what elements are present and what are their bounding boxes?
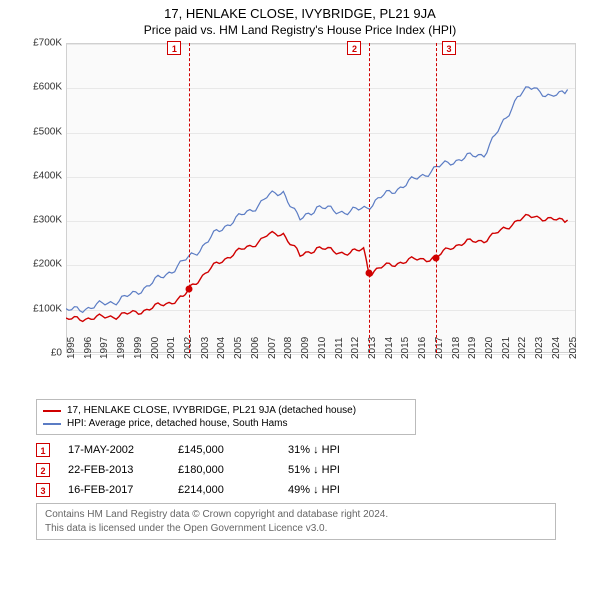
sale-marker-line [436, 43, 437, 353]
chart-container: 17, HENLAKE CLOSE, IVYBRIDGE, PL21 9JA P… [0, 0, 600, 590]
title-block: 17, HENLAKE CLOSE, IVYBRIDGE, PL21 9JA P… [0, 0, 600, 39]
x-axis-tick-label: 2010 [317, 337, 328, 359]
x-axis-tick-label: 1997 [99, 337, 110, 359]
footer-line: Contains HM Land Registry data © Crown c… [45, 508, 547, 522]
sale-marker-line [369, 43, 370, 353]
legend-item: 17, HENLAKE CLOSE, IVYBRIDGE, PL21 9JA (… [43, 404, 409, 417]
y-axis-tick-label: £0 [51, 348, 62, 359]
x-axis-tick-label: 2024 [551, 337, 562, 359]
x-axis-tick-label: 2025 [568, 337, 579, 359]
legend-swatch [43, 423, 61, 425]
x-axis-tick-label: 2020 [484, 337, 495, 359]
x-axis-tick-label: 2014 [384, 337, 395, 359]
x-axis-tick-label: 2021 [501, 337, 512, 359]
x-axis-tick-label: 2003 [200, 337, 211, 359]
x-axis-tick-label: 1995 [66, 337, 77, 359]
y-axis-tick-label: £400K [33, 170, 62, 181]
sale-events: 1 17-MAY-2002£145,00031% ↓ HPI 2 22-FEB-201… [36, 443, 600, 497]
y-axis-tick-label: £100K [33, 303, 62, 314]
x-axis-tick-label: 1999 [133, 337, 144, 359]
legend-item: HPI: Average price, detached house, Sout… [43, 417, 409, 430]
x-axis-tick-label: 2000 [150, 337, 161, 359]
chart-lines [66, 43, 576, 353]
legend-swatch [43, 410, 61, 412]
x-axis-tick-label: 2016 [417, 337, 428, 359]
chart-area: £0£100K£200K£300K£400K£500K£600K£700K 19… [18, 43, 588, 393]
x-axis-tick-label: 2022 [517, 337, 528, 359]
event-price: £145,000 [178, 444, 288, 456]
legend: 17, HENLAKE CLOSE, IVYBRIDGE, PL21 9JA (… [36, 399, 416, 435]
event-hpi-diff: 51% ↓ HPI [288, 464, 378, 476]
chart-title: 17, HENLAKE CLOSE, IVYBRIDGE, PL21 9JA [0, 6, 600, 21]
y-axis-tick-label: £200K [33, 259, 62, 270]
sale-marker-dot [366, 270, 373, 277]
sale-event-row: 2 22-FEB-2013£180,00051% ↓ HPI [36, 463, 600, 477]
x-axis-tick-label: 2004 [216, 337, 227, 359]
x-axis-tick-label: 2011 [334, 337, 345, 359]
y-axis-tick-label: £700K [33, 38, 62, 49]
x-axis-tick-label: 2009 [300, 337, 311, 359]
series-line-hpi [66, 87, 568, 313]
x-axis-tick-label: 2006 [250, 337, 261, 359]
x-axis-tick-label: 2008 [283, 337, 294, 359]
footer-line: This data is licensed under the Open Gov… [45, 522, 547, 536]
sale-marker-line [189, 43, 190, 353]
x-axis-tick-label: 1998 [116, 337, 127, 359]
x-axis-tick-label: 2007 [267, 337, 278, 359]
sale-marker-box: 3 [442, 41, 456, 55]
event-date: 16-FEB-2017 [68, 484, 178, 496]
sale-event-row: 3 16-FEB-2017£214,00049% ↓ HPI [36, 483, 600, 497]
event-price: £180,000 [178, 464, 288, 476]
event-number-box: 3 [36, 483, 50, 497]
event-hpi-diff: 31% ↓ HPI [288, 444, 378, 456]
x-axis-tick-label: 2012 [350, 337, 361, 359]
x-axis-tick-label: 2018 [451, 337, 462, 359]
x-axis-tick-label: 1996 [83, 337, 94, 359]
legend-label: HPI: Average price, detached house, Sout… [67, 418, 288, 429]
y-axis-tick-label: £500K [33, 126, 62, 137]
event-number-box: 1 [36, 443, 50, 457]
sale-marker-box: 2 [347, 41, 361, 55]
y-axis-tick-label: £600K [33, 82, 62, 93]
footer-attribution: Contains HM Land Registry data © Crown c… [36, 503, 556, 540]
series-line-property [66, 215, 568, 322]
event-number-box: 2 [36, 463, 50, 477]
legend-label: 17, HENLAKE CLOSE, IVYBRIDGE, PL21 9JA (… [67, 405, 356, 416]
sale-event-row: 1 17-MAY-2002£145,00031% ↓ HPI [36, 443, 600, 457]
event-date: 22-FEB-2013 [68, 464, 178, 476]
x-axis-tick-label: 2001 [166, 337, 177, 359]
x-axis-tick-label: 2005 [233, 337, 244, 359]
chart-subtitle: Price paid vs. HM Land Registry's House … [0, 23, 600, 37]
event-date: 17-MAY-2002 [68, 444, 178, 456]
y-axis-tick-label: £300K [33, 215, 62, 226]
sale-marker-dot [433, 255, 440, 262]
sale-marker-dot [186, 285, 193, 292]
event-hpi-diff: 49% ↓ HPI [288, 484, 378, 496]
sale-marker-box: 1 [167, 41, 181, 55]
x-axis-tick-label: 2019 [467, 337, 478, 359]
event-price: £214,000 [178, 484, 288, 496]
x-axis-tick-label: 2023 [534, 337, 545, 359]
x-axis-tick-label: 2015 [400, 337, 411, 359]
